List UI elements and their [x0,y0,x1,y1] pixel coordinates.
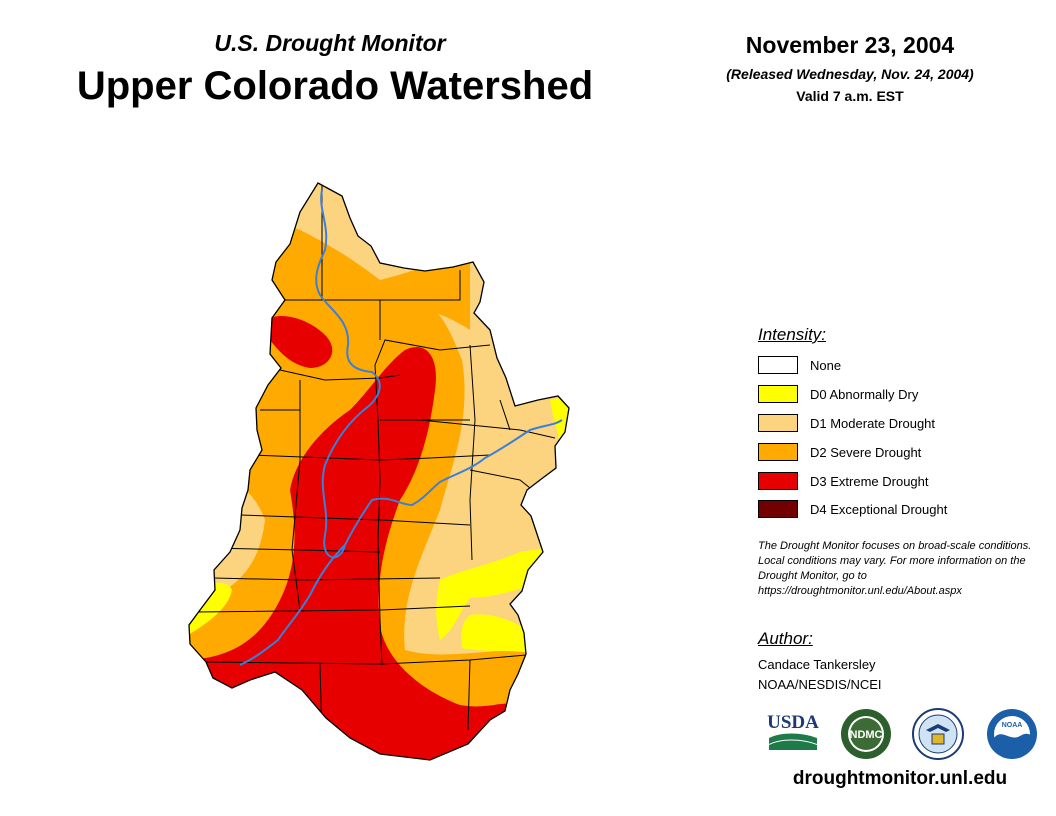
legend-item-d2: D2 Severe Drought [758,442,921,462]
legend-label: D1 Moderate Drought [810,415,936,431]
legend-item-none: None [758,355,841,375]
legend-swatch [758,414,798,432]
legend-swatch [758,385,798,403]
d0-east-region [436,548,545,640]
ndmc-logo-text: NDMC [850,729,883,741]
ndmc-logo: NDMC [841,709,891,759]
noaa-logo-text: NOAA [1002,722,1023,729]
map-date: November 23, 2004 [745,32,955,58]
legend-label: D0 Abnormally Dry [810,386,919,402]
legend-item-d1: D1 Moderate Drought [758,413,935,433]
legend-swatch [758,472,798,490]
d0-southeast-region [461,614,525,652]
colorado-river-line [315,189,563,559]
legend-swatch [758,500,798,518]
basin-outline [188,182,570,761]
legend-item-d3: D3 Extreme Drought [758,471,929,491]
legend-swatch [758,443,798,461]
legend-label: D2 Severe Drought [810,444,922,460]
legend-title: Intensity: [758,325,827,344]
legend-item-d4: D4 Exceptional Drought [758,499,947,519]
release-date: (Released Wednesday, Nov. 24, 2004) [726,66,974,82]
usda-logo-text: USDA [767,712,819,733]
d3-north-region [270,315,333,368]
lake-powell-line [239,544,346,666]
author-title: Author: [758,629,813,648]
commerce-seal-logo [912,708,964,760]
disclaimer-note: The Drought Monitor focuses on broad-sca… [758,540,1032,597]
author-name: Candace Tankersley [758,657,876,672]
author-org: NOAA/NESDIS/NCEI [758,677,882,692]
legend-label: D3 Extreme Drought [810,473,929,489]
valid-time: Valid 7 a.m. EST [796,88,904,104]
footer-url[interactable]: droughtmonitor.unl.edu [792,768,1008,789]
legend-swatch [758,356,798,374]
map-title: Upper Colorado Watershed [76,64,594,108]
colorado-river [239,189,563,666]
d3-region [189,346,520,760]
usda-logo: USDA [767,712,819,750]
map-subtitle: U.S. Drought Monitor [214,30,446,56]
legend-item-d0: D0 Abnormally Dry [758,384,918,404]
legend-label: D4 Exceptional Drought [810,501,948,517]
legend-label: None [810,357,842,373]
noaa-logo: NOAA [987,709,1037,759]
watershed-map [188,182,570,761]
